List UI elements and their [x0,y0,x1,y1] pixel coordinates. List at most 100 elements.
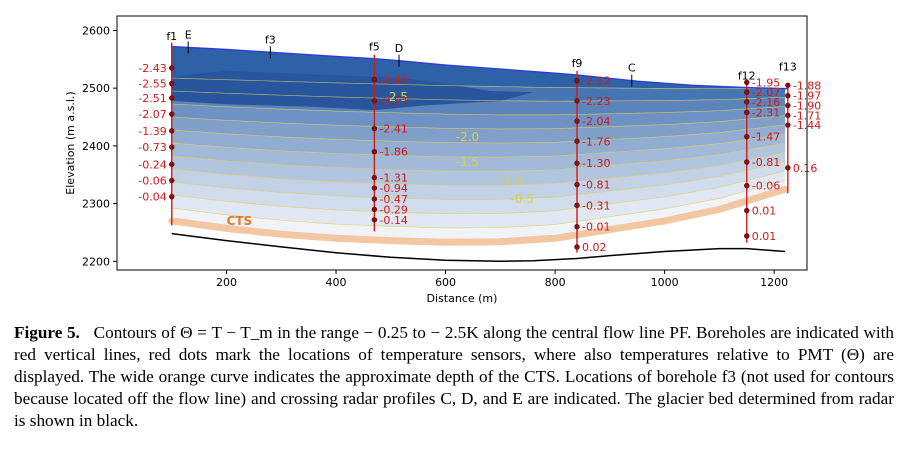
sensor-temperature-label: -0.81 [582,179,610,192]
sensor-temperature-label: -2.04 [582,115,610,128]
glacier-surface-line [171,45,788,90]
borehole-label: f13 [779,61,797,74]
sensor-temperature-label: -1.39 [138,125,166,138]
temperature-sensor [744,159,750,165]
temperature-sensor [574,160,580,166]
temperature-sensor [371,76,378,83]
temperature-sensor [744,133,750,140]
contour-band [171,143,786,186]
temperature-sensor [169,177,175,184]
sensor-temperature-label: -1.30 [582,157,610,170]
profile-label: C [628,62,636,75]
profile-label: E [185,28,192,41]
contour-band [171,124,786,158]
profile-label: D [395,42,403,55]
sensor-temperature-label: -0.31 [582,199,610,212]
sensor-temperature-label: -0.06 [752,180,780,193]
temperature-sensor [169,193,175,200]
caption-text: Contours of Θ = T − T_m in the range − 0… [14,323,895,430]
sensor-temperature-label: -0.29 [379,203,407,216]
sensor-temperature-label: -0.47 [379,193,407,206]
sensor-temperature-label: 0.16 [793,162,818,175]
y-tick-label: 2600 [82,24,110,37]
temperature-sensor [744,109,750,116]
contour-line [171,161,786,200]
contour-line [171,170,786,215]
temperature-sensor [371,125,378,132]
temperature-sensor [371,217,378,223]
sensor-temperature-label: 0.01 [752,230,777,243]
axes-layer: 200 400 600 800 1000 1200 2200 2300 2400 2500 2600 [82,24,788,289]
temperature-sensor [744,207,750,214]
contour-value-label: -1.0 [500,174,523,188]
temperature-sensor [785,92,791,99]
temperature-sensor [785,122,791,128]
sensor-temperature-label: -2.12 [582,75,610,88]
temperature-sensor [169,128,175,134]
sensor-temperature-label: -1.31 [379,172,407,185]
sensor-temperature-label: -2.43 [379,74,407,87]
x-tick-label: 400 [326,276,347,289]
temperature-sensor [169,111,175,117]
temperature-sensor [169,80,175,87]
temperature-sensor [744,79,750,86]
contour-band [171,152,786,200]
cts-line [168,185,789,246]
y-tick-label: 2500 [82,82,110,95]
contour-line [171,152,786,186]
sensor-temperature-label: 0.01 [752,205,777,218]
contour-line [171,142,786,172]
sensor-temperature-label: -0.06 [138,175,166,188]
temperature-sensor [744,99,750,105]
y-axis-label: Elevation (m a.s.l.) [64,91,77,194]
contour-band [171,115,786,143]
temperature-sensor [371,174,378,181]
sensor-temperature-label: -0.04 [138,191,166,204]
x-tick-label: 1000 [651,276,679,289]
temperature-sensor [574,77,580,84]
contour-value-label: -2.5 [385,90,408,104]
temperature-sensor [785,112,791,118]
sensor-temperature-label: -0.81 [752,156,780,169]
sensor-temperature-label: -2.07 [752,86,780,99]
contour-band [171,170,786,228]
sensor-temperature-label: -1.95 [752,76,780,89]
temperature-sensor [574,138,580,144]
sensor-temperature-label: -2.43 [138,62,166,75]
borehole-label: f5 [369,41,380,54]
sensor-temperature-label: -1.76 [582,135,610,148]
profile-lines-layer [168,45,789,263]
temperature-sensor [371,148,378,155]
sensor-temperature-label: -0.73 [138,141,166,154]
borehole-label: f9 [572,57,583,70]
figure-caption: Figure 5. Contours of Θ = T − T_m in the… [14,322,894,432]
y-tick-label: 2200 [82,255,110,268]
sensor-temperature-label: -1.86 [379,146,407,159]
sensor-temperature-label: -2.23 [582,95,610,108]
sensor-temperature-label: -2.57 [379,95,407,108]
glacier-bed-line [171,232,786,263]
sensor-temperature-label: -2.07 [138,108,166,121]
y-tick-label: 2400 [82,140,110,153]
plot-frame [116,15,808,271]
temperature-sensor [371,196,378,202]
temperate-ice-region [171,189,786,262]
y-tick-label: 2300 [82,198,110,211]
sensor-temperature-label: 0.02 [582,241,607,254]
sensor-temperature-label: -2.31 [752,106,780,119]
caption-label: Figure 5. [14,323,80,342]
temperature-sensor [744,233,750,239]
x-tick-label: 600 [435,276,456,289]
sensor-temperature-label: -0.14 [379,214,407,227]
x-tick-label: 800 [545,276,566,289]
contour-value-label: -2.0 [456,130,479,144]
temperature-sensor [574,98,580,104]
profile-label: f3 [265,33,276,46]
sensor-temperature-label: -0.01 [582,221,610,234]
temperature-sensor [371,98,378,104]
temperature-sensor [785,102,791,109]
contour-line [171,77,786,90]
x-tick-label: 200 [216,276,237,289]
temperature-sensor [169,161,175,168]
temperature-sensor [574,202,580,209]
